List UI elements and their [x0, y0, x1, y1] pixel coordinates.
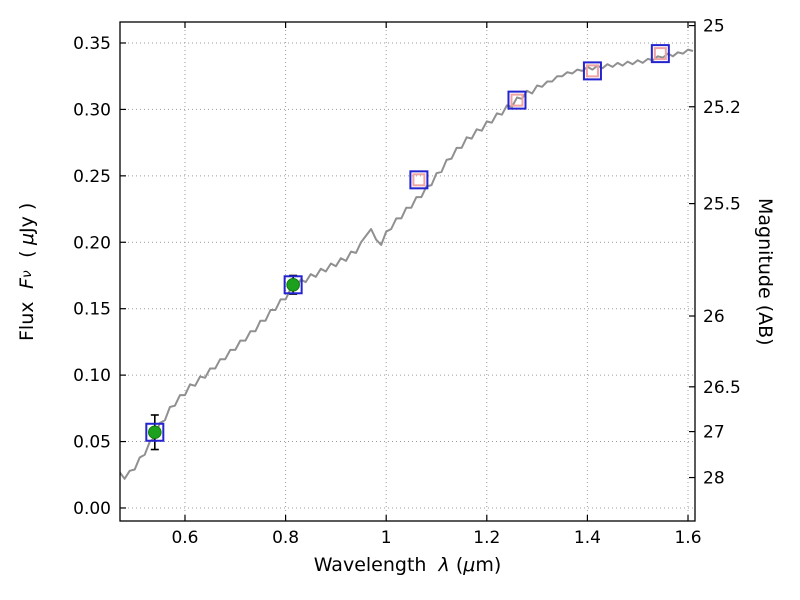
pink-square-marker: [412, 173, 426, 187]
y-tick-label-right: 28: [703, 469, 725, 489]
x-axis-label-text: Wavelength: [313, 554, 439, 576]
y-tick-label-left: 0.30: [73, 100, 111, 120]
x-tick-label: 1.6: [674, 528, 701, 548]
blue-square-marker: [582, 61, 602, 81]
y-tick-label-left: 0.25: [73, 167, 111, 187]
y-axis-label-right: Magnitude (AB): [754, 197, 776, 346]
pink-square-marker: [653, 47, 667, 61]
blue-square-marker: [145, 422, 165, 442]
model-photometry-point: [507, 90, 527, 110]
blue-square-marker: [283, 275, 303, 295]
x-tick-label: 1.4: [574, 528, 601, 548]
model-photometry-point: [650, 44, 670, 64]
green-circle-marker: [148, 425, 162, 440]
mu-symbol: μ: [16, 232, 38, 245]
pink-square-marker: [510, 93, 524, 107]
spectrum-line: [120, 48, 694, 480]
lambda-symbol: λ: [438, 554, 450, 576]
y-tick-label-right: 25.5: [703, 195, 741, 215]
y-tick-label-left: 0.20: [73, 233, 111, 253]
pink-square-marker: [585, 64, 599, 78]
mu-symbol: μ: [463, 554, 476, 576]
y-tick-label-right: 27: [703, 423, 725, 443]
y-tick-label-left: 0.35: [73, 34, 111, 54]
x-tick-label: 0.6: [171, 528, 198, 548]
blue-square-marker: [507, 90, 527, 110]
x-tick-label: 1.2: [473, 528, 500, 548]
x-tick-label: 0.8: [272, 528, 299, 548]
model-photometry-point: [409, 170, 429, 190]
grid: [120, 22, 695, 521]
nu-subscript: ν: [19, 270, 35, 279]
blue-square-marker: [650, 44, 670, 64]
measured-photometry-point: [145, 414, 165, 451]
flux-symbol: F: [16, 278, 38, 289]
blue-square-marker: [409, 170, 429, 190]
y-tick-label-left: 0.10: [73, 366, 111, 386]
plot-frame: [119, 21, 696, 522]
y-tick-label-right: 25: [703, 17, 725, 37]
measured-photometry-point: [283, 274, 303, 295]
model-photometry-point: [582, 61, 602, 81]
y-tick-label-left: 0.05: [73, 433, 111, 453]
tick-marks: [120, 22, 695, 521]
green-circle-marker: [286, 277, 300, 292]
x-axis-label: Wavelength λ (μm): [313, 554, 502, 576]
y-tick-label-left: 0.15: [73, 300, 111, 320]
y-tick-label-right: 26: [703, 307, 725, 327]
y-tick-label-right: 26.5: [703, 378, 741, 398]
y-tick-label-right: 25.2: [703, 98, 741, 118]
y-tick-label-left: 0.00: [73, 499, 111, 519]
x-tick-label: 1: [381, 528, 392, 548]
